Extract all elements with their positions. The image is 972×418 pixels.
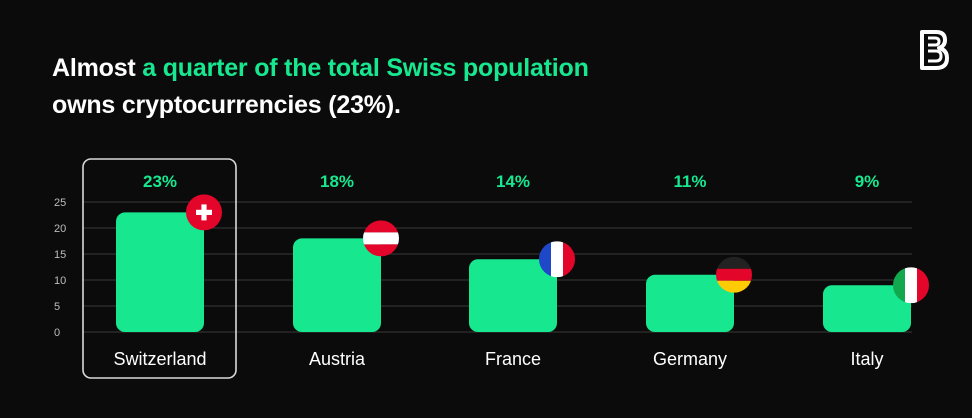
y-tick-label: 15 [54, 249, 66, 261]
bar [469, 259, 557, 332]
bitpanda-b-logo-icon [920, 30, 949, 70]
headline-accent-text: a quarter of the total Swiss population [142, 54, 589, 82]
bar [823, 285, 911, 332]
data-label: 9% [855, 172, 880, 191]
headline-text: Almost [52, 54, 143, 82]
data-label: 11% [673, 172, 706, 191]
headline: Almost a quarter of the total Swiss popu… [52, 50, 589, 124]
x-tick-label: Austria [309, 349, 366, 369]
x-tick-label: France [485, 349, 541, 369]
headline-line-1: Almost a quarter of the total Swiss popu… [52, 50, 589, 87]
data-label: 23% [143, 172, 177, 191]
x-tick-label: Switzerland [113, 349, 206, 369]
y-tick-label: 10 [54, 275, 66, 287]
data-label: 18% [320, 172, 354, 191]
y-tick-label: 0 [54, 327, 60, 339]
y-tick-label: 5 [54, 301, 60, 313]
bar [293, 238, 381, 332]
bar [646, 274, 734, 332]
x-tick-label: Italy [850, 349, 883, 369]
austria-flag-icon [363, 220, 399, 257]
bar [116, 212, 204, 332]
italy-flag-icon [893, 267, 929, 304]
france-flag-icon [539, 241, 575, 278]
switzerland-flag-icon [186, 194, 222, 231]
y-tick-label: 20 [54, 223, 66, 235]
highlight-frame [82, 158, 237, 379]
y-tick-label: 25 [54, 197, 66, 209]
data-label: 14% [496, 172, 530, 191]
germany-flag-icon [716, 256, 752, 293]
headline-line-2: owns cryptocurrencies (23%). [52, 91, 401, 119]
x-tick-label: Germany [653, 349, 727, 369]
